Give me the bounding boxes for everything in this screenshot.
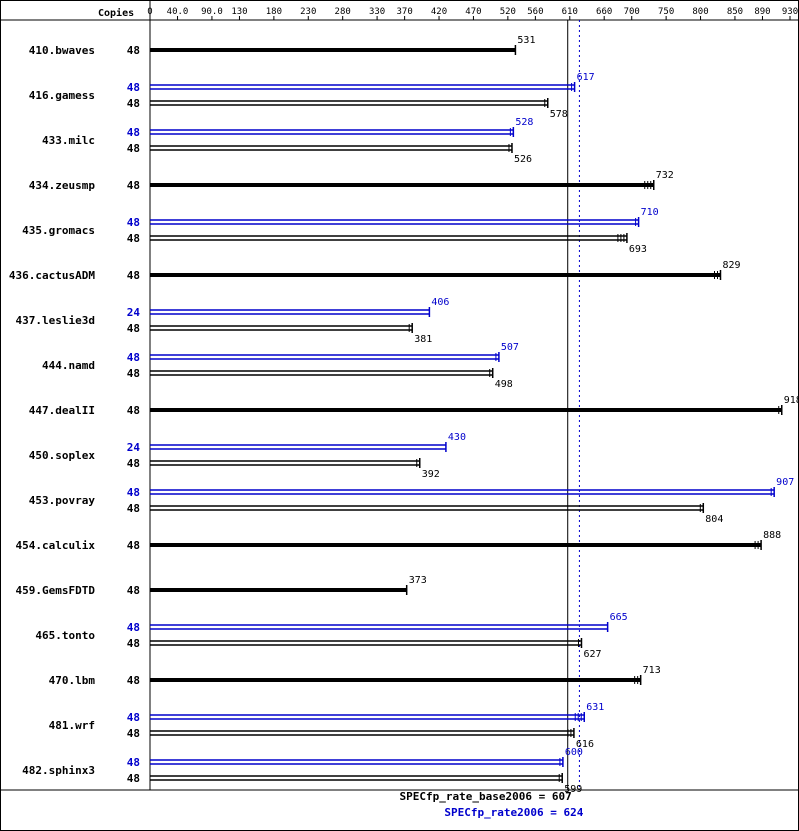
benchmark-chart: Copies 0 40.0 90.0 130 180 230 280 330 370 420 470 5… <box>0 0 799 831</box>
x-tick-label: 330 <box>369 7 385 17</box>
x-tick-label: 230 <box>300 7 316 17</box>
benchmark-name: 459.GemsFDTD <box>16 584 96 597</box>
benchmark-name: 437.leslie3d <box>16 314 95 327</box>
bar-value-label: 406 <box>431 297 449 308</box>
bar-value-label: 713 <box>643 665 661 676</box>
bar-value-label: 693 <box>629 244 647 255</box>
x-tick-label: 800 <box>692 7 708 17</box>
bar-value-label: 617 <box>577 72 595 83</box>
benchmark-name: 436.cactusADM <box>9 269 95 282</box>
benchmark-name: 410.bwaves <box>29 44 95 57</box>
copies-value: 48 <box>127 621 140 634</box>
bar-value-label: 373 <box>409 575 427 586</box>
copies-value: 48 <box>127 269 140 282</box>
x-tick-label: 370 <box>396 7 412 17</box>
copies-value: 48 <box>127 322 140 335</box>
copies-value: 48 <box>127 404 140 417</box>
x-tick-label: 700 <box>624 7 640 17</box>
copies-value: 24 <box>127 441 141 454</box>
benchmark-name: 435.gromacs <box>22 224 95 237</box>
benchmark-name: 470.lbm <box>49 674 96 687</box>
x-tick-label: 130 <box>231 7 247 17</box>
x-tick-label: 850 <box>727 7 743 17</box>
bar-value-label: 918 <box>784 395 799 406</box>
copies-value: 48 <box>127 502 140 515</box>
bar-value-label: 631 <box>586 702 604 713</box>
x-tick-label: 90.0 <box>201 7 223 17</box>
bar-value-label: 381 <box>414 334 432 345</box>
bar-value-label: 804 <box>705 514 723 525</box>
copies-value: 48 <box>127 179 140 192</box>
x-tick-label: 40.0 <box>167 7 189 17</box>
chart-border <box>1 1 799 831</box>
copies-header: Copies <box>98 7 134 19</box>
copies-value: 48 <box>127 756 140 769</box>
benchmark-name: 434.zeusmp <box>29 179 96 192</box>
copies-value: 24 <box>127 306 141 319</box>
copies-value: 48 <box>127 727 140 740</box>
bar-value-label: 627 <box>583 649 601 660</box>
bar-value-label: 599 <box>564 784 582 795</box>
bar-value-label: 528 <box>515 117 533 128</box>
bar-value-label: 907 <box>776 477 794 488</box>
benchmark-name: 453.povray <box>29 494 96 507</box>
bar-value-label: 888 <box>763 530 781 541</box>
bar-value-label: 507 <box>501 342 519 353</box>
bar-value-label: 578 <box>550 109 568 120</box>
benchmark-name: 444.namd <box>42 359 95 372</box>
x-tick-label: 280 <box>335 7 351 17</box>
copies-value: 48 <box>127 486 140 499</box>
bar-value-label: 392 <box>422 469 440 480</box>
benchmark-name: 482.sphinx3 <box>22 764 95 777</box>
bar-value-label: 498 <box>495 379 513 390</box>
copies-value: 48 <box>127 44 140 57</box>
copies-value: 48 <box>127 772 140 785</box>
benchmark-name: 454.calculix <box>16 539 96 552</box>
copies-value: 48 <box>127 81 140 94</box>
x-tick-label: 890 <box>754 7 770 17</box>
benchmark-name: 481.wrf <box>49 719 95 732</box>
copies-value: 48 <box>127 457 140 470</box>
copies-value: 48 <box>127 584 140 597</box>
benchmark-name: 450.soplex <box>29 449 96 462</box>
copies-value: 48 <box>127 126 140 139</box>
copies-value: 48 <box>127 367 140 380</box>
copies-value: 48 <box>127 674 140 687</box>
bar-value-label: 732 <box>656 170 674 181</box>
copies-value: 48 <box>127 351 140 364</box>
chart-container: Copies 0 40.0 90.0 130 180 230 280 330 370 420 470 5… <box>0 0 799 831</box>
x-tick-label: 420 <box>431 7 447 17</box>
x-tick-label: 520 <box>500 7 516 17</box>
x-tick-label: 750 <box>658 7 674 17</box>
copies-value: 48 <box>127 637 140 650</box>
benchmark-name: 447.dealII <box>29 404 95 417</box>
copies-value: 48 <box>127 232 140 245</box>
copies-value: 48 <box>127 216 140 229</box>
reference-label: SPECfp_rate_base2006 = 607 <box>400 790 572 803</box>
benchmark-name: 416.gamess <box>29 89 95 102</box>
copies-value: 48 <box>127 97 140 110</box>
x-tick-label: 0 <box>147 7 152 17</box>
bar-value-label: 430 <box>448 432 466 443</box>
x-tick-label: 610 <box>562 7 578 17</box>
benchmark-name: 433.milc <box>42 134 95 147</box>
x-tick-label: 660 <box>596 7 612 17</box>
copies-value: 48 <box>127 711 140 724</box>
benchmark-name: 465.tonto <box>35 629 95 642</box>
x-tick-label: 930 <box>782 7 798 17</box>
bar-value-label: 710 <box>641 207 659 218</box>
x-tick-label: 560 <box>527 7 543 17</box>
copies-value: 48 <box>127 539 140 552</box>
bar-value-label: 526 <box>514 154 532 165</box>
x-tick-label: 470 <box>465 7 481 17</box>
copies-value: 48 <box>127 142 140 155</box>
bar-value-label: 665 <box>610 612 628 623</box>
bar-value-label: 600 <box>565 747 583 758</box>
bar-value-label: 829 <box>722 260 740 271</box>
reference-label: SPECfp_rate2006 = 624 <box>444 806 583 819</box>
x-tick-label: 180 <box>266 7 282 17</box>
bar-value-label: 531 <box>517 35 535 46</box>
